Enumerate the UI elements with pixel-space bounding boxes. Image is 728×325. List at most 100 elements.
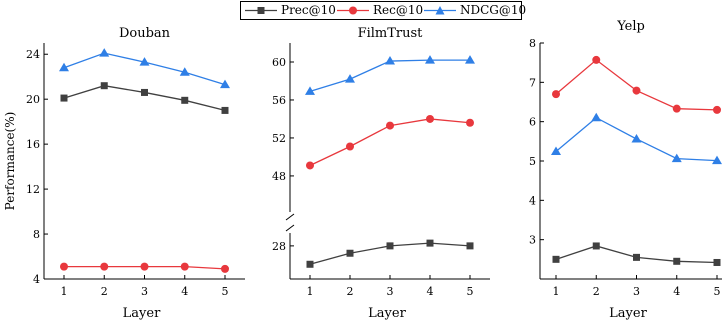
series-prec-10 [306,239,474,268]
data-point [466,118,474,127]
data-point [713,105,721,114]
series-prec-10 [60,82,229,114]
y-tick-label: 52 [272,132,286,145]
series-rec-10 [552,55,721,114]
data-point [631,133,642,143]
y-tick-label: 8 [33,228,40,241]
chart-title: FilmTrust [358,26,424,41]
data-point [671,153,682,163]
data-point [591,112,602,122]
series-rec-10 [60,262,229,273]
series-line [555,59,718,111]
x-tick-label: 2 [101,285,108,298]
data-point [386,242,394,250]
data-point [712,155,722,165]
data-point [305,86,315,95]
x-tick-label: 3 [387,285,394,298]
data-point [181,96,189,104]
data-point [220,79,230,89]
x-tick-label: 5 [467,285,474,298]
data-point [306,161,314,170]
x-tick-label: 1 [61,285,68,298]
chart-title: Douban [119,26,171,41]
x-axis-label: Layer [368,306,406,321]
chart-title: Yelp [616,19,645,34]
data-point [346,142,354,151]
data-point [466,242,474,250]
series-ndcg-10 [305,55,475,95]
legend-marker-square-icon [245,7,277,14]
x-tick-label: 2 [593,285,600,298]
data-point [221,264,229,273]
data-point [139,57,150,66]
x-tick-label: 3 [633,285,640,298]
y-axis-label: Performance(%) [3,112,17,211]
x-tick-label: 5 [222,285,229,298]
y-tick-label: 60 [272,56,286,69]
legend-marker-triangle-icon [424,6,456,15]
data-point [60,262,68,271]
data-point [140,262,149,271]
x-tick-label: 4 [181,285,188,298]
chart-panel-filmtrust: FilmTrust 28 48 52 56 60 1 2 3 4 5 Layer [272,26,490,321]
data-point [426,114,434,123]
data-point [592,242,600,250]
x-tick-label: 2 [347,285,354,298]
data-point [552,90,560,99]
data-point [633,253,640,261]
y-tick-label: 16 [26,138,40,151]
data-point [592,55,601,64]
data-point [713,258,721,266]
y-tick-label: 7 [529,76,536,89]
y-tick-label: 56 [272,94,286,107]
y-tick-label: 6 [529,116,536,129]
legend: Prec@10 Rec@10 NDCG@10 [240,1,526,20]
x-tick-label: 4 [427,285,434,298]
legend-label-ndcg: NDCG@10 [460,3,527,17]
data-point [465,55,475,64]
data-point [60,94,68,102]
y-tick-label: 5 [529,155,536,168]
y-tick-label: 48 [272,170,286,183]
x-tick-label: 1 [307,285,314,298]
x-axis-label: Layer [609,306,647,321]
series-ndcg-10 [59,48,230,89]
y-tick-label: 3 [529,234,536,247]
y-tick-label: 28 [272,240,286,253]
x-tick-label: 4 [673,285,680,298]
data-point [100,82,108,90]
y-tick-label: 12 [26,183,40,196]
data-point [141,88,148,96]
data-point [59,62,69,72]
data-point [100,262,109,271]
series-ndcg-10 [551,112,722,165]
series-rec-10 [306,114,474,170]
series-line [309,59,470,93]
x-tick-label: 5 [714,285,721,298]
legend-label-prec: Prec@10 [281,3,336,17]
data-point [425,55,435,64]
data-point [179,67,190,76]
data-point [551,146,561,156]
y-tick-label: 20 [26,93,40,106]
data-point [346,249,354,257]
data-point [385,56,395,65]
axis-break-icon [285,213,295,232]
x-axis-label: Layer [123,306,161,321]
chart-panel-yelp: Yelp 3 4 5 6 7 8 1 2 3 4 5 Layer [529,19,722,321]
series-prec-10 [552,242,721,266]
data-point [426,239,434,247]
data-point [99,48,110,57]
data-point [345,74,355,83]
data-point [672,104,681,113]
data-point [306,260,314,268]
y-tick-label: 24 [26,48,40,61]
x-tick-label: 1 [553,285,560,298]
legend-label-rec: Rec@10 [373,3,424,17]
data-point [632,86,641,95]
legend-marker-circle-icon [337,6,369,15]
y-tick-label: 4 [33,273,40,286]
data-point [386,121,394,130]
